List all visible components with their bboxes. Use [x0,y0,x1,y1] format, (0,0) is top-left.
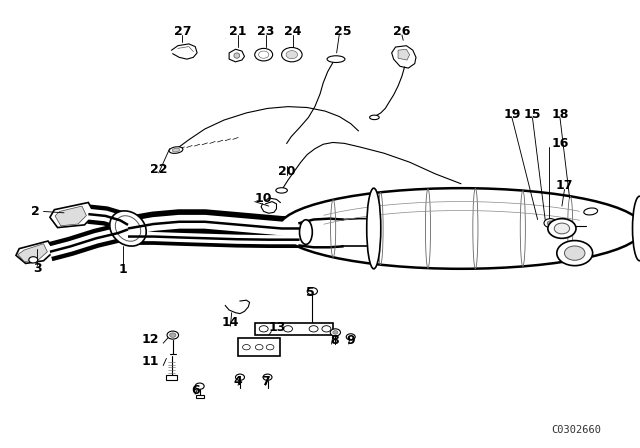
Circle shape [333,331,338,334]
Ellipse shape [584,208,598,215]
Ellipse shape [367,188,381,269]
Text: 20: 20 [278,164,296,178]
Text: 19: 19 [503,108,521,121]
Text: C0302660: C0302660 [552,425,602,435]
Text: 3: 3 [33,262,42,276]
Text: 26: 26 [393,25,411,38]
Ellipse shape [234,53,240,58]
Circle shape [263,374,272,380]
Polygon shape [16,241,54,263]
Circle shape [243,345,250,350]
Ellipse shape [115,216,141,241]
Text: 22: 22 [150,163,168,176]
Circle shape [255,345,263,350]
Bar [166,375,177,380]
Circle shape [286,51,298,59]
Circle shape [346,334,355,340]
Text: 7: 7 [261,375,270,388]
Polygon shape [398,49,410,60]
Text: 13: 13 [269,321,286,335]
Circle shape [29,257,38,263]
Circle shape [548,219,576,238]
Text: 2: 2 [31,205,40,218]
Bar [196,395,204,398]
Bar [238,338,280,356]
Circle shape [554,223,570,234]
Text: 15: 15 [524,108,541,121]
Text: 4: 4 [234,375,243,388]
Ellipse shape [327,56,345,63]
Text: 23: 23 [257,25,275,38]
Text: 6: 6 [191,384,200,397]
Text: 8: 8 [330,334,339,347]
Circle shape [284,326,292,332]
Polygon shape [392,46,416,68]
Text: 17: 17 [556,179,573,193]
Text: 18: 18 [551,108,569,121]
Text: 12: 12 [141,333,159,346]
Ellipse shape [276,188,287,193]
Circle shape [547,221,554,225]
Circle shape [236,374,244,380]
Polygon shape [229,49,244,62]
Ellipse shape [632,196,640,261]
Circle shape [259,51,269,58]
Ellipse shape [109,211,147,246]
Circle shape [307,288,317,295]
Circle shape [564,246,585,260]
Bar [255,323,333,335]
Text: 9: 9 [346,334,355,347]
Ellipse shape [369,115,379,120]
Text: 1: 1 [118,263,127,276]
Circle shape [282,47,302,62]
Text: 25: 25 [333,25,351,38]
Text: 11: 11 [141,355,159,369]
Text: 5: 5 [306,285,315,299]
Ellipse shape [300,220,312,245]
Circle shape [170,333,176,337]
Circle shape [255,48,273,61]
Circle shape [266,345,274,350]
Circle shape [557,241,593,266]
Text: 27: 27 [173,25,191,38]
Polygon shape [50,202,95,228]
Ellipse shape [172,148,180,152]
Ellipse shape [169,147,183,153]
Text: 14: 14 [221,316,239,329]
Circle shape [309,326,318,332]
Circle shape [544,219,557,228]
Text: 24: 24 [284,25,302,38]
Circle shape [322,326,331,332]
Circle shape [167,331,179,339]
Text: 21: 21 [229,25,247,38]
Text: 16: 16 [552,137,569,150]
Circle shape [259,326,268,332]
Ellipse shape [278,188,640,269]
Circle shape [330,329,340,336]
Polygon shape [55,206,86,226]
Circle shape [195,383,204,389]
Text: 10: 10 [255,191,272,205]
Polygon shape [18,244,47,262]
